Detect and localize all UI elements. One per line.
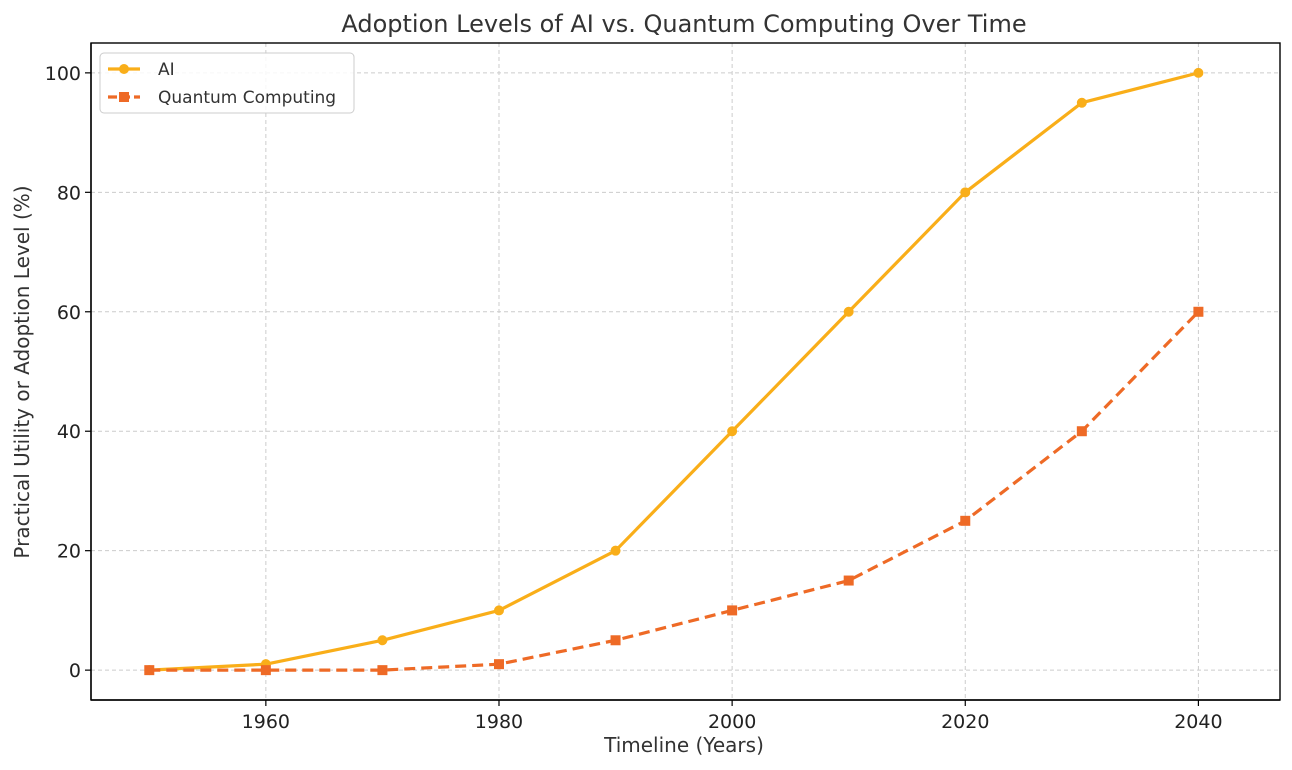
data-point-quantum bbox=[843, 575, 854, 586]
plot-frame bbox=[90, 42, 1281, 701]
x-tick-label: 2000 bbox=[708, 711, 756, 733]
data-point-ai bbox=[377, 635, 388, 646]
data-point-quantum bbox=[260, 665, 271, 676]
data-point-ai bbox=[1193, 67, 1204, 78]
y-tick-label: 60 bbox=[57, 302, 81, 324]
series-line-0 bbox=[149, 71, 1199, 672]
x-tick-label: 1960 bbox=[242, 711, 290, 733]
data-point-ai bbox=[843, 306, 854, 317]
data-point-ai bbox=[727, 426, 738, 437]
data-point-quantum bbox=[1193, 306, 1204, 317]
data-point-quantum bbox=[377, 665, 388, 676]
y-tick-label: 100 bbox=[45, 63, 81, 85]
data-point-quantum bbox=[144, 665, 155, 676]
x-tick-label: 2040 bbox=[1174, 711, 1222, 733]
data-point-quantum bbox=[610, 635, 621, 646]
legend-marker-circle bbox=[119, 64, 129, 74]
legend-marker-square bbox=[119, 92, 129, 102]
y-tick-label: 20 bbox=[57, 541, 81, 563]
y-axis-label: Practical Utility or Adoption Level (%) bbox=[10, 185, 34, 558]
data-point-ai bbox=[493, 605, 504, 616]
x-tick-label: 2020 bbox=[941, 711, 989, 733]
series-line-1 bbox=[149, 310, 1200, 672]
y-tick-label: 0 bbox=[69, 660, 81, 682]
chart-title: Adoption Levels of AI vs. Quantum Comput… bbox=[341, 10, 1026, 38]
legend: AI Quantum Computing bbox=[99, 52, 355, 114]
y-tick-label: 40 bbox=[57, 421, 81, 443]
grid-layer bbox=[91, 43, 1280, 700]
data-point-quantum bbox=[727, 605, 738, 616]
data-point-quantum bbox=[960, 515, 971, 526]
data-point-ai bbox=[960, 187, 971, 198]
legend-box bbox=[99, 52, 355, 114]
legend-label: Quantum Computing bbox=[158, 88, 336, 108]
series-layer bbox=[144, 67, 1204, 676]
data-point-quantum bbox=[493, 659, 504, 670]
x-tick-label: 1980 bbox=[475, 711, 523, 733]
legend-label: AI bbox=[158, 60, 175, 80]
y-tick-label: 80 bbox=[57, 182, 81, 204]
x-axis-label: Timeline (Years) bbox=[603, 733, 764, 757]
data-point-ai bbox=[1076, 97, 1087, 108]
data-point-ai bbox=[610, 545, 621, 556]
data-point-quantum bbox=[1076, 426, 1087, 437]
